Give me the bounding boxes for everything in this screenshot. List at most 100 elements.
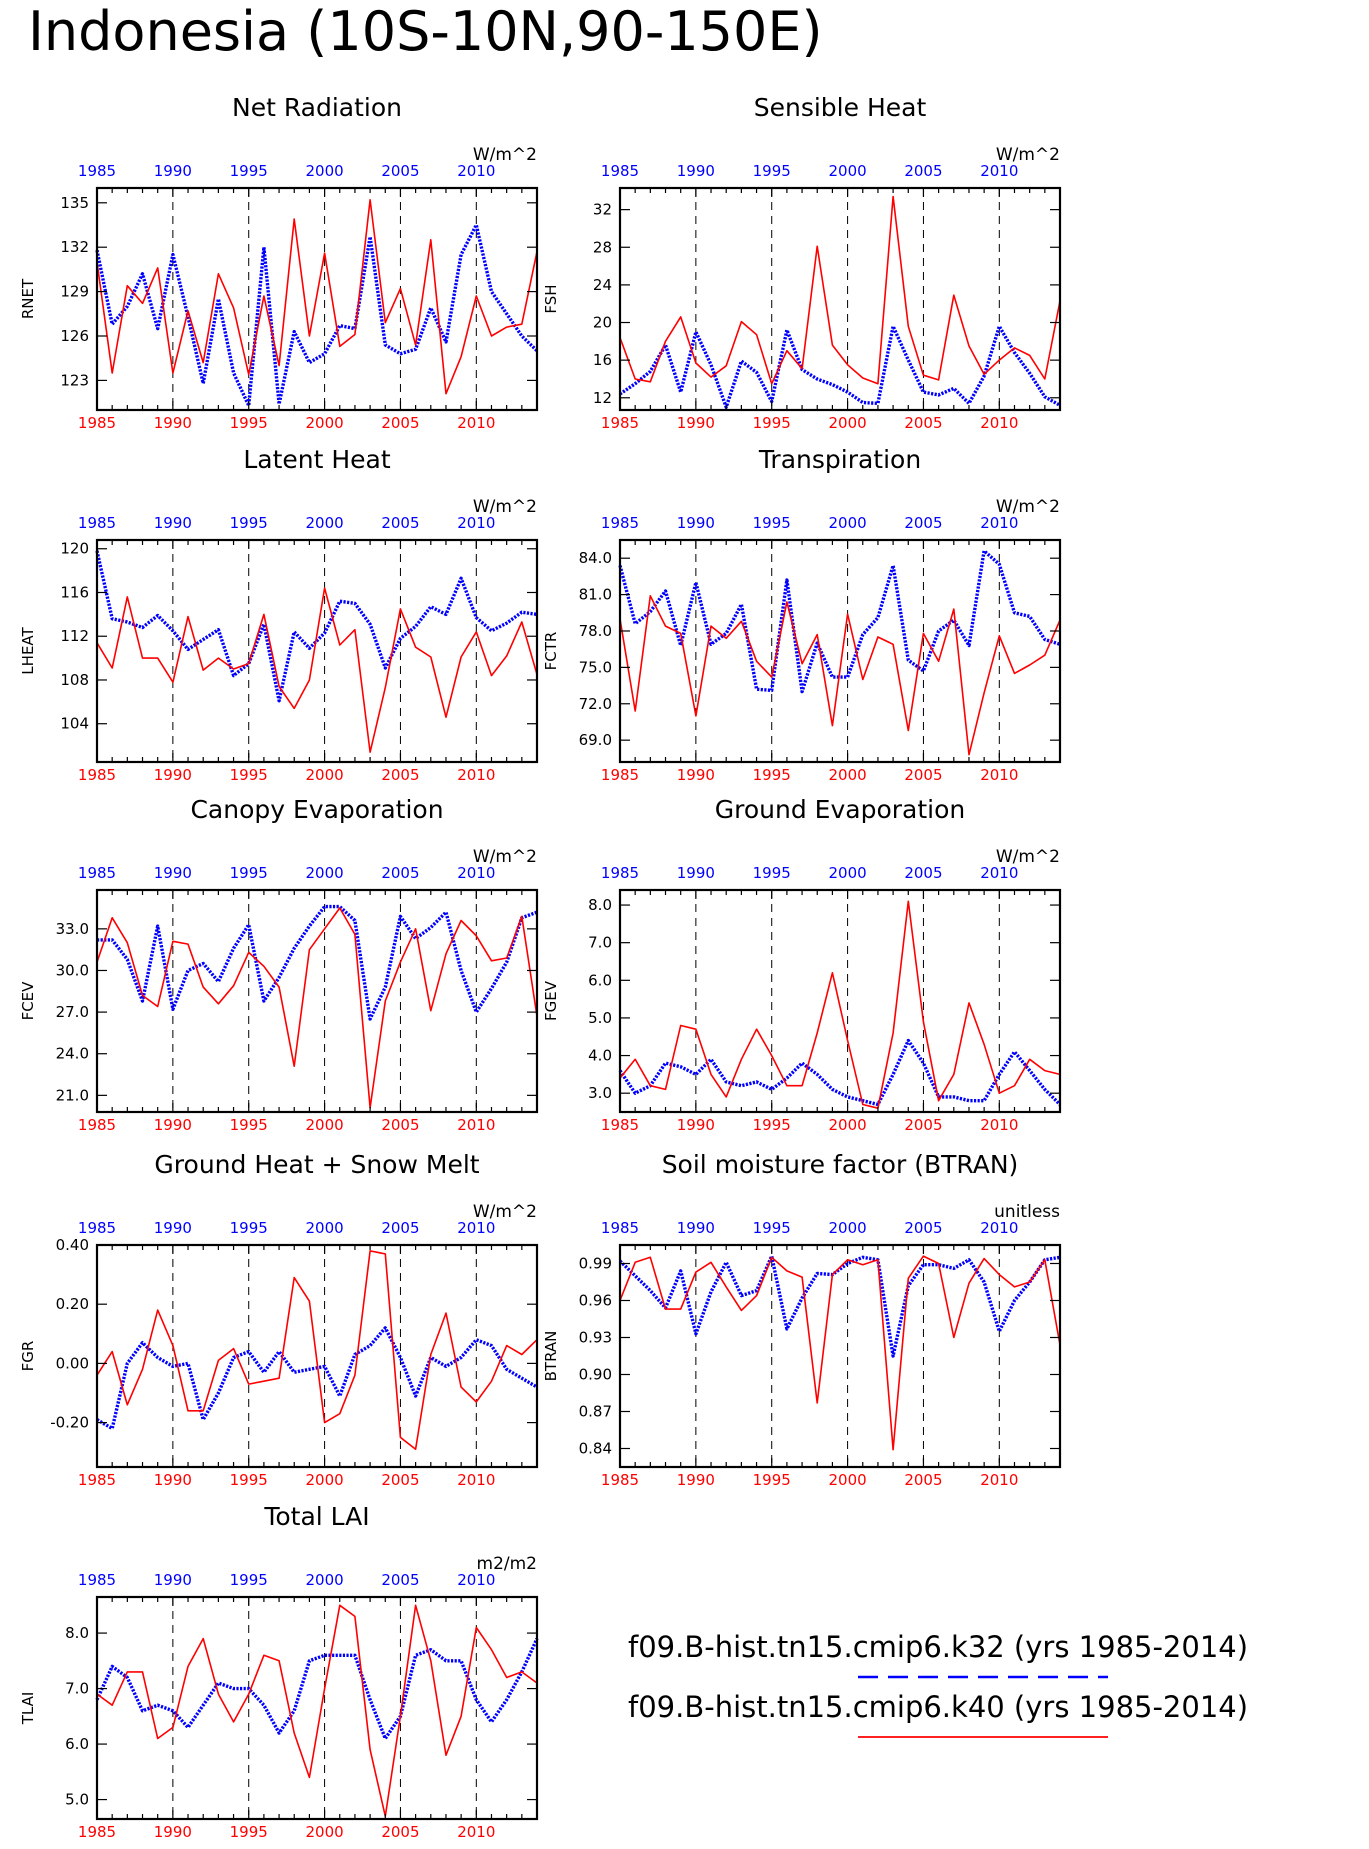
x-tick-label-bottom: 2000 bbox=[305, 1116, 343, 1134]
panel-title: Net Radiation bbox=[232, 93, 402, 122]
x-tick-label-top: 2010 bbox=[457, 1219, 495, 1237]
x-tick-label-top: 1995 bbox=[753, 162, 791, 180]
x-tick-label-bottom: 2000 bbox=[828, 414, 866, 432]
y-tick-label: 30.0 bbox=[56, 961, 89, 979]
y-tick-label: 135 bbox=[60, 194, 89, 212]
x-tick-label-bottom: 2010 bbox=[980, 1471, 1018, 1489]
x-tick-label-bottom: 2010 bbox=[457, 1823, 495, 1841]
x-tick-label-bottom: 2000 bbox=[305, 414, 343, 432]
series-line-k32 bbox=[96, 1326, 538, 1431]
x-tick-label-bottom: 1990 bbox=[154, 1823, 192, 1841]
panel-title: Canopy Evaporation bbox=[190, 795, 443, 824]
units-label: W/m^2 bbox=[473, 847, 537, 867]
x-tick-label-top: 1995 bbox=[753, 514, 791, 532]
panel-fsh: Sensible Heat W/m^2 1985 1985 1990 1990 1995 19… bbox=[542, 93, 1062, 432]
y-tick-label: 0.84 bbox=[579, 1440, 612, 1458]
x-tick-label-bottom: 2000 bbox=[828, 1471, 866, 1489]
series-line-k32 bbox=[618, 549, 1061, 694]
y-tick-label: 33.0 bbox=[56, 920, 89, 938]
y-tick-label: 7.0 bbox=[588, 934, 612, 952]
plot-frame bbox=[95, 1595, 539, 1821]
y-tick-label: 24.0 bbox=[56, 1045, 89, 1063]
y-tick-label: 12 bbox=[593, 389, 612, 407]
x-tick-label-top: 1990 bbox=[154, 1219, 192, 1237]
y-tick-label: 8.0 bbox=[588, 896, 612, 914]
x-tick-label-top: 1990 bbox=[677, 162, 715, 180]
x-tick-label-bottom: 1995 bbox=[753, 1471, 791, 1489]
y-tick-label: 123 bbox=[60, 371, 89, 389]
panel-rnet: Net Radiation W/m^2 1985 1985 1990 1990 1995 19… bbox=[19, 93, 539, 432]
series-line-k32 bbox=[95, 223, 539, 408]
x-tick-label-bottom: 1995 bbox=[230, 1823, 268, 1841]
x-tick-label-bottom: 1995 bbox=[230, 1471, 268, 1489]
y-axis-label: BTRAN bbox=[542, 1331, 560, 1382]
x-tick-label-top: 2005 bbox=[381, 162, 419, 180]
x-tick-label-bottom: 2005 bbox=[904, 414, 942, 432]
series-line-k32 bbox=[95, 550, 538, 703]
x-tick-label-top: 1990 bbox=[154, 864, 192, 882]
x-tick-label-top: 1990 bbox=[677, 864, 715, 882]
plot-frame bbox=[618, 1243, 1062, 1469]
y-tick-label: 27.0 bbox=[56, 1003, 89, 1021]
x-tick-label-top: 2005 bbox=[381, 1571, 419, 1589]
x-tick-label-bottom: 2000 bbox=[828, 766, 866, 784]
x-tick-label-top: 2010 bbox=[980, 864, 1018, 882]
x-tick-label-top: 2010 bbox=[457, 864, 495, 882]
panel-title: Latent Heat bbox=[243, 445, 391, 474]
plot-frame bbox=[95, 538, 539, 764]
units-label: W/m^2 bbox=[996, 497, 1060, 517]
x-tick-label-bottom: 1985 bbox=[601, 766, 639, 784]
panel-title: Sensible Heat bbox=[754, 93, 927, 122]
series-line-k40 bbox=[96, 907, 538, 1109]
y-axis-label: RNET bbox=[19, 278, 37, 319]
y-tick-label: 24 bbox=[593, 276, 612, 294]
y-tick-label: 6.0 bbox=[588, 971, 612, 989]
y-axis-label: FCTR bbox=[542, 632, 560, 671]
y-tick-label: 28 bbox=[593, 238, 612, 256]
y-tick-label: 69.0 bbox=[579, 731, 612, 749]
y-tick-label: 78.0 bbox=[579, 622, 612, 640]
x-tick-label-top: 2000 bbox=[305, 1571, 343, 1589]
series-line-k32 bbox=[618, 1038, 1062, 1107]
panel-title: Soil moisture factor (BTRAN) bbox=[662, 1150, 1019, 1179]
y-tick-label: 20 bbox=[593, 314, 612, 332]
units-label: unitless bbox=[994, 1202, 1060, 1222]
panel-fgr: Ground Heat + Snow Melt W/m^2 1985 1985 1990… bbox=[19, 1150, 539, 1489]
y-tick-label: 0.00 bbox=[56, 1354, 89, 1372]
y-tick-label: -0.20 bbox=[50, 1414, 89, 1432]
x-tick-label-top: 1985 bbox=[601, 864, 639, 882]
y-axis-label: FGR bbox=[19, 1341, 37, 1372]
y-tick-label: 5.0 bbox=[65, 1791, 89, 1809]
y-tick-label: 132 bbox=[60, 238, 89, 256]
panel-title: Ground Heat + Snow Melt bbox=[154, 1150, 479, 1179]
panel-fgev: Ground Evaporation W/m^2 1985 1985 1990 1990 1… bbox=[542, 795, 1062, 1134]
x-tick-label-bottom: 1985 bbox=[601, 1471, 639, 1489]
x-tick-label-bottom: 1995 bbox=[753, 414, 791, 432]
x-tick-label-bottom: 1990 bbox=[154, 1116, 192, 1134]
x-tick-label-top: 1995 bbox=[230, 162, 268, 180]
x-tick-label-top: 2005 bbox=[904, 514, 942, 532]
x-tick-label-top: 1995 bbox=[753, 1219, 791, 1237]
x-tick-label-top: 2010 bbox=[457, 514, 495, 532]
x-tick-label-top: 1985 bbox=[601, 1219, 639, 1237]
plot-frame bbox=[618, 888, 1062, 1114]
x-tick-label-bottom: 2010 bbox=[980, 414, 1018, 432]
y-tick-label: 112 bbox=[60, 627, 89, 645]
x-tick-label-top: 2010 bbox=[980, 514, 1018, 532]
panel-btran: Soil moisture factor (BTRAN) unitless 1985… bbox=[542, 1150, 1062, 1489]
x-tick-label-top: 1995 bbox=[753, 864, 791, 882]
x-tick-label-top: 2000 bbox=[305, 514, 343, 532]
panel-title: Total LAI bbox=[263, 1502, 369, 1531]
units-label: W/m^2 bbox=[473, 1202, 537, 1222]
x-tick-label-top: 1985 bbox=[78, 864, 116, 882]
y-axis-label: FCEV bbox=[19, 981, 37, 1021]
x-tick-label-bottom: 1990 bbox=[154, 766, 192, 784]
x-tick-label-top: 2000 bbox=[828, 864, 866, 882]
panel-title: Ground Evaporation bbox=[715, 795, 965, 824]
x-tick-label-bottom: 2005 bbox=[381, 1471, 419, 1489]
y-tick-label: 4.0 bbox=[588, 1047, 612, 1065]
x-tick-label-top: 2010 bbox=[457, 1571, 495, 1589]
x-tick-label-top: 2005 bbox=[904, 162, 942, 180]
y-tick-label: 32 bbox=[593, 201, 612, 219]
x-tick-label-top: 1995 bbox=[230, 864, 268, 882]
